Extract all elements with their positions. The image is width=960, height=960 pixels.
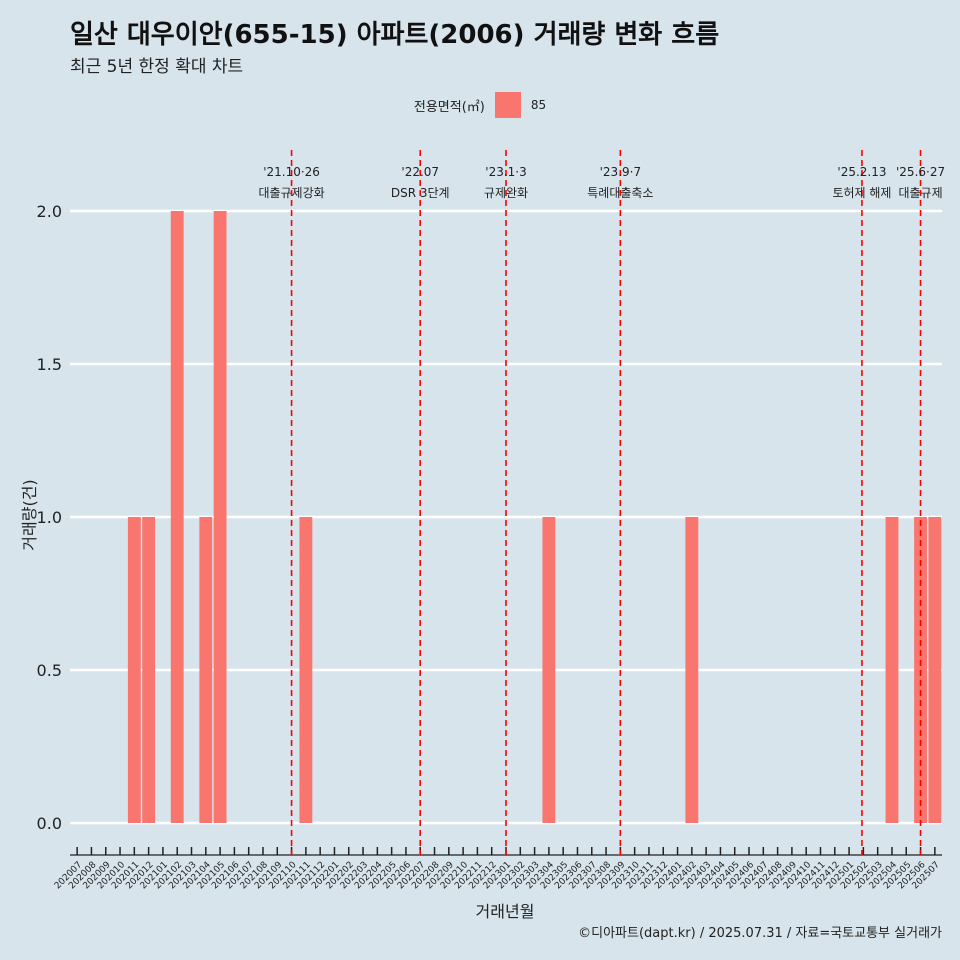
y-tick-label: 0.5 (37, 661, 62, 680)
legend-title: 전용면적(㎡) (413, 99, 485, 115)
event-label: 토허제 해제 (832, 186, 891, 200)
y-tick-label: 1.0 (37, 508, 62, 527)
event-date: '22.07 (401, 165, 439, 179)
y-tick-label: 1.5 (37, 355, 62, 374)
bar (170, 211, 184, 823)
bar (885, 517, 899, 823)
event-label: 대출규제강화 (258, 186, 324, 200)
y-axis-label: 거래량(건) (20, 479, 39, 551)
bar (542, 517, 556, 823)
event-label: 대출규제 (898, 186, 942, 200)
legend: 전용면적(㎡) 85 (0, 92, 960, 118)
chart-title: 일산 대우이안(655-15) 아파트(2006) 거래량 변화 흐름 (70, 20, 720, 50)
event-date: '23.9·7 (600, 165, 641, 179)
source-caption: ©디아파트(dapt.kr) / 2025.07.31 / 자료=국토교통부 실… (578, 926, 942, 941)
bar (299, 517, 313, 823)
event-date: '25.2.13 (837, 165, 886, 179)
bar (142, 517, 156, 823)
event-date: '23.1·3 (485, 165, 526, 179)
chart-subtitle: 최근 5년 한정 확대 차트 (70, 57, 244, 77)
bar (213, 211, 227, 823)
legend-swatch (494, 92, 521, 118)
event-label: DSR 3단계 (391, 186, 450, 200)
y-tick-label: 0.0 (37, 814, 62, 833)
bar (685, 517, 699, 823)
event-date: '21.10·26 (263, 165, 320, 179)
event-date: '25.6·27 (896, 165, 945, 179)
legend-entry: 85 (530, 98, 547, 112)
y-tick-label: 2.0 (37, 202, 62, 221)
event-label: 규제완화 (484, 186, 528, 200)
event-label: 특례대출축소 (587, 186, 653, 200)
bar (928, 517, 942, 823)
bar (199, 517, 213, 823)
x-axis-label: 거래년월 (475, 902, 535, 921)
bar (127, 517, 141, 823)
